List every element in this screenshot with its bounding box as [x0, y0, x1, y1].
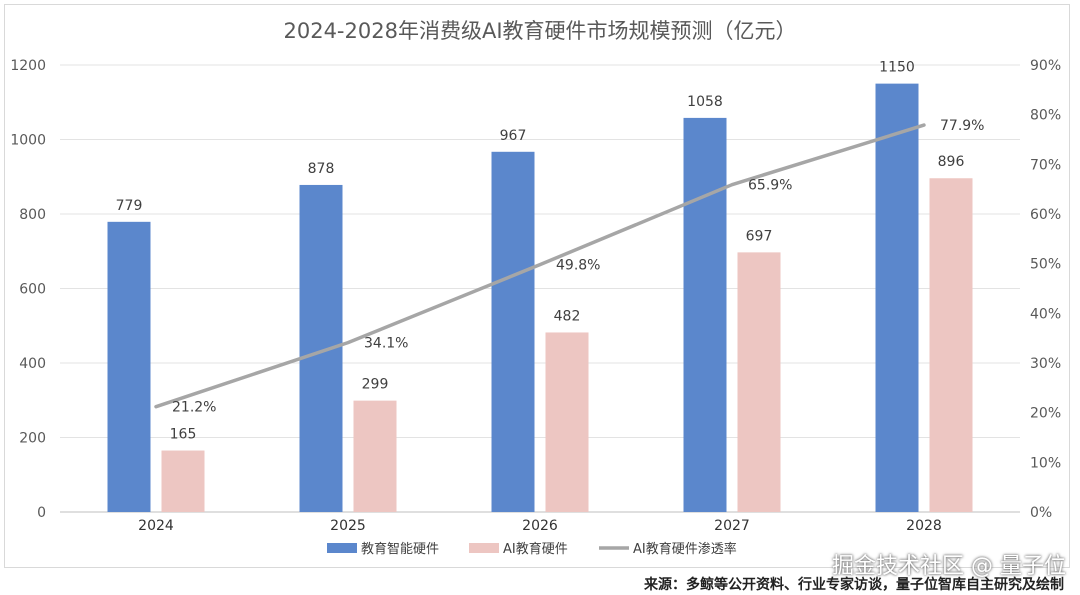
bar-value-label: 967 — [500, 128, 527, 144]
bar-value-label: 165 — [170, 427, 197, 443]
chart-title: 2024-2028年消费级AI教育硬件市场规模预测（亿元） — [283, 19, 796, 43]
y2-tick-label: 50% — [1030, 257, 1061, 273]
y-axis-left: 0 200 400 600 800 1000 1200 — [10, 58, 46, 521]
y2-tick-label: 40% — [1030, 306, 1061, 322]
y-axis-right: 0% 10% 20% 30% 40% 50% 60% 70% 80% 90% — [1030, 58, 1061, 521]
watermark: 掘金技术社区 @ 量子位 — [832, 554, 1066, 579]
y-tick-label: 600 — [19, 282, 46, 298]
bar-value-label: 1150 — [879, 60, 915, 76]
penetration-line: 21.2% 34.1% 49.8% 65.9% 77.9% — [154, 118, 984, 416]
legend-swatch — [327, 543, 357, 553]
chart-frame — [4, 4, 1070, 568]
bar-ai-edu-hardware — [545, 332, 589, 512]
legend: 教育智能硬件 AI教育硬件 AI教育硬件渗透率 — [327, 541, 737, 557]
x-tick-label: 2026 — [522, 518, 558, 534]
bar-value-label: 482 — [554, 308, 581, 324]
bar-edu-smart-hardware — [683, 117, 727, 513]
line-value-label: 77.9% — [940, 118, 984, 134]
bars: 779 878 967 1058 1150 165 299 482 697 896 — [107, 60, 973, 513]
x-tick-label: 2025 — [330, 518, 366, 534]
y2-tick-label: 90% — [1030, 58, 1061, 74]
y2-tick-label: 30% — [1030, 356, 1061, 372]
bar-value-label: 878 — [308, 161, 335, 177]
y2-tick-label: 10% — [1030, 455, 1061, 471]
y-tick-label: 800 — [19, 207, 46, 223]
y2-tick-label: 80% — [1030, 108, 1061, 124]
line-value-label: 34.1% — [364, 336, 408, 352]
bar-edu-smart-hardware — [875, 83, 919, 512]
legend-label: AI教育硬件渗透率 — [633, 541, 737, 557]
y-tick-label: 1000 — [10, 133, 46, 149]
bar-value-label: 896 — [938, 154, 965, 170]
line-value-label: 21.2% — [172, 400, 216, 416]
legend-swatch — [469, 543, 499, 553]
y2-tick-label: 20% — [1030, 406, 1061, 422]
legend-label: AI教育硬件 — [503, 541, 568, 557]
legend-label: 教育智能硬件 — [361, 541, 439, 557]
line-value-label: 49.8% — [556, 258, 600, 274]
bar-ai-edu-hardware — [929, 178, 973, 513]
y-tick-label: 1200 — [10, 58, 46, 74]
x-tick-label: 2027 — [714, 518, 750, 534]
source-note: 来源：多鲸等公开资料、行业专家访谈，量子位智库自主研究及绘制 — [644, 577, 1064, 593]
y-tick-label: 200 — [19, 431, 46, 447]
bar-value-label: 697 — [746, 228, 773, 244]
bar-value-label: 299 — [362, 377, 389, 393]
bar-value-label: 779 — [116, 198, 143, 214]
bar-ai-edu-hardware — [161, 450, 205, 512]
bar-ai-edu-hardware — [353, 400, 397, 512]
y2-tick-label: 60% — [1030, 207, 1061, 223]
bar-edu-smart-hardware — [299, 184, 343, 512]
x-axis: 2024 2025 2026 2027 2028 — [138, 518, 942, 534]
y-tick-label: 400 — [19, 356, 46, 372]
gridlines — [60, 64, 1020, 513]
bar-ai-edu-hardware — [737, 252, 781, 512]
bar-edu-smart-hardware — [107, 221, 151, 512]
bar-edu-smart-hardware — [491, 151, 535, 513]
penetration-line-path — [154, 123, 926, 409]
line-value-label: 65.9% — [748, 178, 792, 194]
y-tick-label: 0 — [37, 505, 46, 521]
bar-value-label: 1058 — [687, 94, 723, 110]
x-tick-label: 2028 — [906, 518, 942, 534]
y2-tick-label: 70% — [1030, 157, 1061, 173]
x-tick-label: 2024 — [138, 518, 174, 534]
y2-tick-label: 0% — [1030, 505, 1052, 521]
